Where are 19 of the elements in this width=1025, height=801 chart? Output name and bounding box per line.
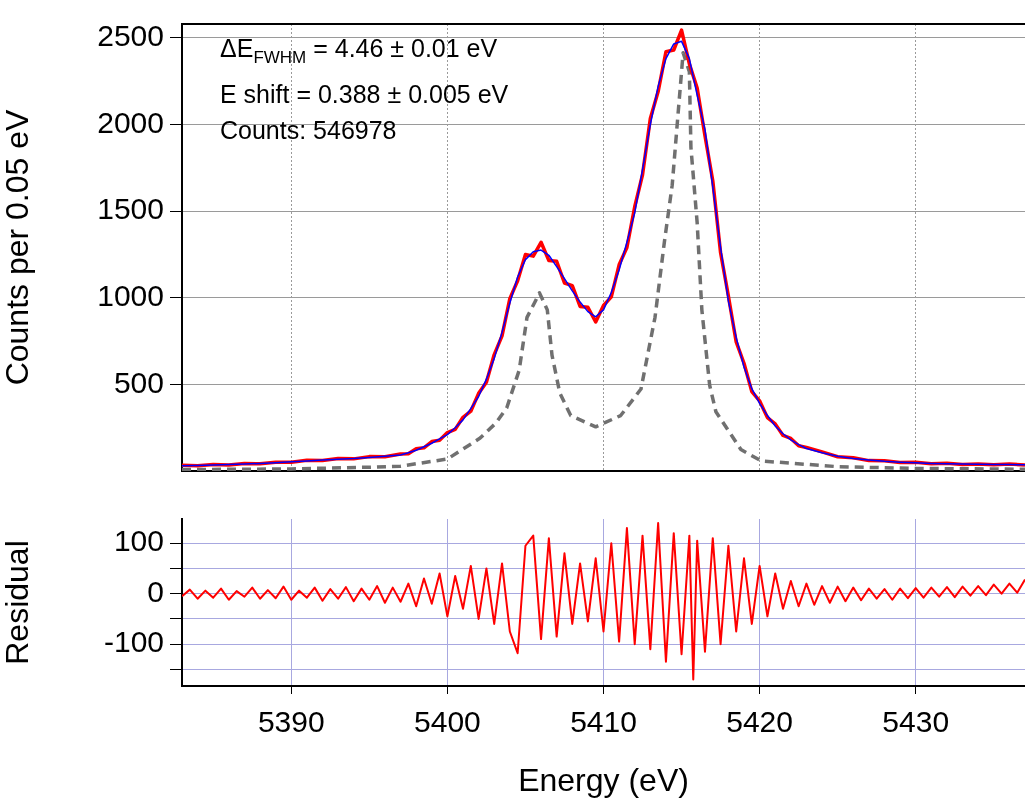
y-tick-label: 1500 — [97, 192, 164, 226]
y-axis-title: Residual — [0, 540, 36, 665]
x-tick-label: 5430 — [882, 705, 950, 739]
y-tick-label: 0 — [147, 574, 164, 608]
y-tick-label: 500 — [113, 365, 164, 399]
y-tick-label: 100 — [113, 524, 164, 558]
y-tick-label: 1000 — [97, 279, 164, 313]
y-tick-label: 2500 — [97, 19, 164, 53]
x-tick-label: 5400 — [414, 705, 481, 739]
y-tick-label: -100 — [103, 625, 164, 659]
annotation: E shift = 0.388 ± 0.005 eV — [220, 80, 509, 108]
annotation: Counts: 546978 — [220, 116, 397, 144]
x-axis-title: Energy (eV) — [518, 761, 689, 798]
y-tick-label: 2000 — [97, 105, 164, 139]
x-tick-label: 5390 — [257, 705, 325, 739]
x-tick-label: 5410 — [570, 705, 637, 739]
y-axis-title: Counts per 0.05 eV — [0, 108, 36, 386]
annotation: ΔE$_{FWHM}$ = 4.46 ± 0.01 eV — [220, 34, 498, 67]
x-tick-label: 5420 — [726, 705, 793, 739]
